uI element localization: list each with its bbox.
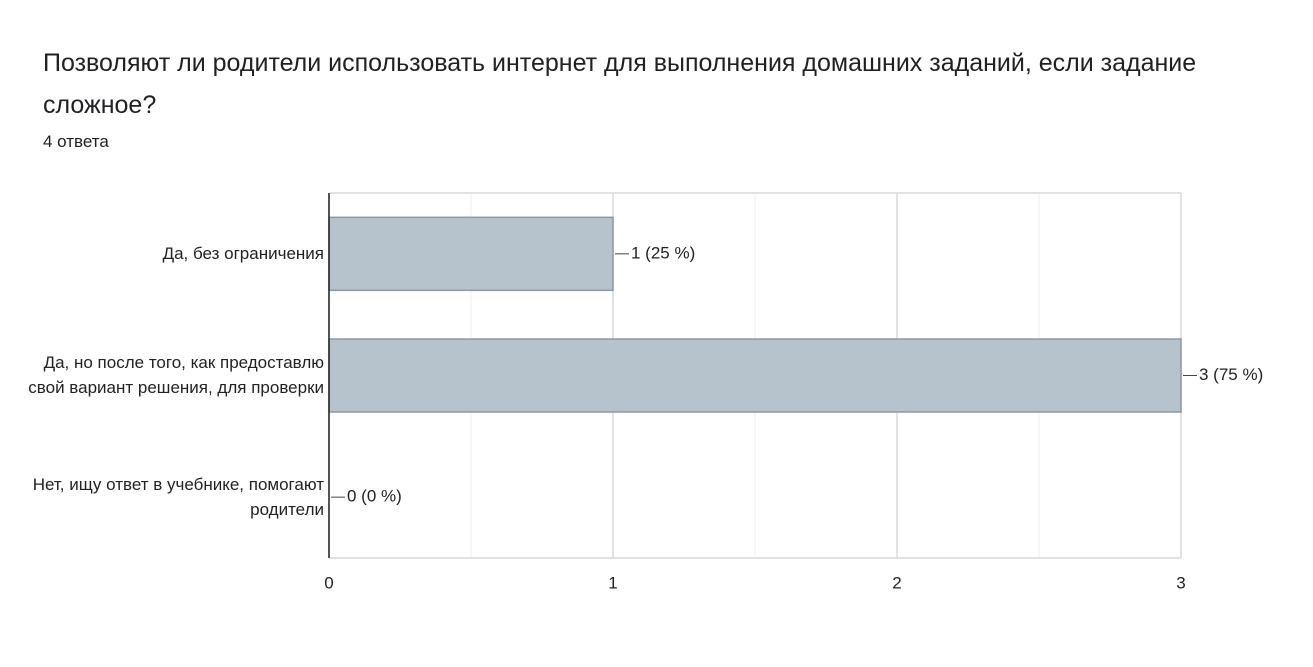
- chart-title: Позволяют ли родители использовать интер…: [43, 49, 1197, 119]
- bar: [328, 338, 1182, 413]
- x-tick-label: 2: [892, 573, 901, 592]
- bar: [328, 216, 614, 292]
- value-label: 0 (0 %): [347, 487, 402, 506]
- y-tick-label: Да, без ограничения: [162, 244, 324, 264]
- x-tick-label: 3: [1176, 573, 1185, 592]
- value-label: 3 (75 %): [1199, 365, 1263, 384]
- x-tick-label: 1: [608, 573, 617, 592]
- y-tick-label: Да, но после того, как предоставлю свой …: [28, 353, 324, 398]
- x-tick-label: 0: [324, 573, 333, 592]
- value-label: 1 (25 %): [631, 243, 695, 262]
- y-tick-label: Нет, ищу ответ в учебнике, помогают роди…: [32, 475, 324, 520]
- chart-subtitle: 4 ответа: [43, 132, 109, 151]
